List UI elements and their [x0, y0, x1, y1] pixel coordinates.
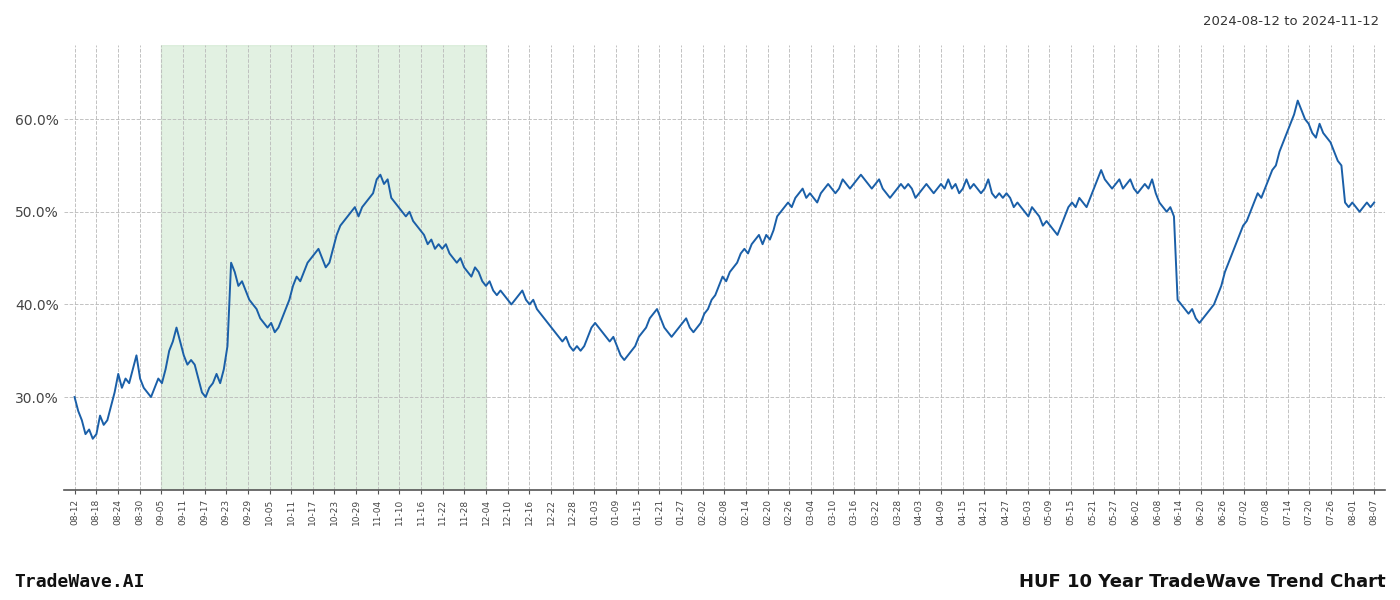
Text: TradeWave.AI: TradeWave.AI: [14, 573, 144, 591]
Text: HUF 10 Year TradeWave Trend Chart: HUF 10 Year TradeWave Trend Chart: [1019, 573, 1386, 591]
Bar: [161, 45, 486, 490]
Text: 2024-08-12 to 2024-11-12: 2024-08-12 to 2024-11-12: [1203, 15, 1379, 28]
